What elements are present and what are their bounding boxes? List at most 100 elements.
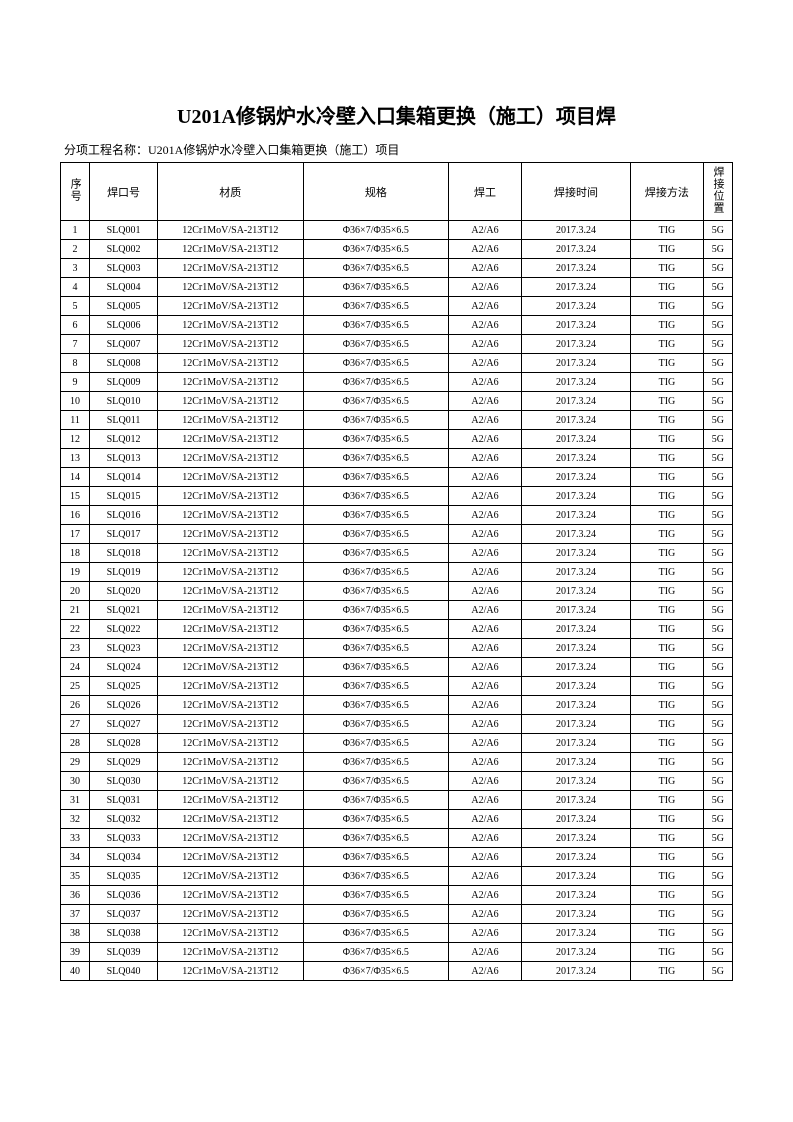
cell-time: 2017.3.24: [521, 392, 630, 411]
table-row: 9SLQ00912Cr1MoV/SA-213T12Φ36×7/Φ35×6.5A2…: [61, 373, 733, 392]
cell-time: 2017.3.24: [521, 582, 630, 601]
cell-spec: Φ36×7/Φ35×6.5: [303, 316, 449, 335]
cell-weldno: SLQ019: [90, 563, 158, 582]
cell-position: 5G: [703, 772, 732, 791]
cell-spec: Φ36×7/Φ35×6.5: [303, 848, 449, 867]
cell-seq: 37: [61, 905, 90, 924]
cell-time: 2017.3.24: [521, 943, 630, 962]
cell-time: 2017.3.24: [521, 487, 630, 506]
cell-spec: Φ36×7/Φ35×6.5: [303, 468, 449, 487]
table-row: 6SLQ00612Cr1MoV/SA-213T12Φ36×7/Φ35×6.5A2…: [61, 316, 733, 335]
cell-weldno: SLQ040: [90, 962, 158, 981]
cell-time: 2017.3.24: [521, 601, 630, 620]
cell-spec: Φ36×7/Φ35×6.5: [303, 411, 449, 430]
cell-time: 2017.3.24: [521, 259, 630, 278]
cell-time: 2017.3.24: [521, 848, 630, 867]
cell-seq: 11: [61, 411, 90, 430]
cell-spec: Φ36×7/Φ35×6.5: [303, 335, 449, 354]
cell-method: TIG: [631, 696, 704, 715]
cell-method: TIG: [631, 658, 704, 677]
cell-seq: 34: [61, 848, 90, 867]
cell-seq: 23: [61, 639, 90, 658]
cell-weldno: SLQ029: [90, 753, 158, 772]
cell-welder: A2/A6: [449, 962, 522, 981]
table-row: 37SLQ03712Cr1MoV/SA-213T12Φ36×7/Φ35×6.5A…: [61, 905, 733, 924]
cell-material: 12Cr1MoV/SA-213T12: [158, 753, 304, 772]
cell-spec: Φ36×7/Φ35×6.5: [303, 506, 449, 525]
cell-welder: A2/A6: [449, 753, 522, 772]
cell-seq: 19: [61, 563, 90, 582]
cell-welder: A2/A6: [449, 335, 522, 354]
cell-weldno: SLQ002: [90, 240, 158, 259]
cell-welder: A2/A6: [449, 848, 522, 867]
cell-position: 5G: [703, 430, 732, 449]
cell-welder: A2/A6: [449, 240, 522, 259]
table-row: 23SLQ02312Cr1MoV/SA-213T12Φ36×7/Φ35×6.5A…: [61, 639, 733, 658]
cell-time: 2017.3.24: [521, 924, 630, 943]
cell-position: 5G: [703, 525, 732, 544]
cell-time: 2017.3.24: [521, 411, 630, 430]
table-row: 16SLQ01612Cr1MoV/SA-213T12Φ36×7/Φ35×6.5A…: [61, 506, 733, 525]
cell-method: TIG: [631, 772, 704, 791]
table-row: 28SLQ02812Cr1MoV/SA-213T12Φ36×7/Φ35×6.5A…: [61, 734, 733, 753]
cell-material: 12Cr1MoV/SA-213T12: [158, 829, 304, 848]
cell-method: TIG: [631, 297, 704, 316]
cell-method: TIG: [631, 905, 704, 924]
cell-position: 5G: [703, 335, 732, 354]
cell-weldno: SLQ005: [90, 297, 158, 316]
cell-spec: Φ36×7/Φ35×6.5: [303, 430, 449, 449]
cell-seq: 27: [61, 715, 90, 734]
cell-method: TIG: [631, 430, 704, 449]
cell-position: 5G: [703, 392, 732, 411]
cell-spec: Φ36×7/Φ35×6.5: [303, 487, 449, 506]
cell-material: 12Cr1MoV/SA-213T12: [158, 639, 304, 658]
cell-method: TIG: [631, 468, 704, 487]
cell-method: TIG: [631, 639, 704, 658]
cell-material: 12Cr1MoV/SA-213T12: [158, 810, 304, 829]
cell-seq: 6: [61, 316, 90, 335]
cell-welder: A2/A6: [449, 696, 522, 715]
cell-material: 12Cr1MoV/SA-213T12: [158, 354, 304, 373]
cell-position: 5G: [703, 905, 732, 924]
cell-spec: Φ36×7/Φ35×6.5: [303, 221, 449, 240]
table-row: 36SLQ03612Cr1MoV/SA-213T12Φ36×7/Φ35×6.5A…: [61, 886, 733, 905]
cell-material: 12Cr1MoV/SA-213T12: [158, 221, 304, 240]
cell-weldno: SLQ039: [90, 943, 158, 962]
cell-welder: A2/A6: [449, 639, 522, 658]
cell-seq: 38: [61, 924, 90, 943]
cell-seq: 39: [61, 943, 90, 962]
cell-weldno: SLQ004: [90, 278, 158, 297]
cell-position: 5G: [703, 734, 732, 753]
cell-weldno: SLQ030: [90, 772, 158, 791]
cell-method: TIG: [631, 848, 704, 867]
cell-weldno: SLQ036: [90, 886, 158, 905]
cell-method: TIG: [631, 259, 704, 278]
cell-welder: A2/A6: [449, 886, 522, 905]
cell-material: 12Cr1MoV/SA-213T12: [158, 525, 304, 544]
cell-material: 12Cr1MoV/SA-213T12: [158, 791, 304, 810]
cell-seq: 22: [61, 620, 90, 639]
header-spec: 规格: [303, 163, 449, 221]
cell-time: 2017.3.24: [521, 867, 630, 886]
table-row: 40SLQ04012Cr1MoV/SA-213T12Φ36×7/Φ35×6.5A…: [61, 962, 733, 981]
weld-table: 序号 焊口号 材质 规格 焊工 焊接时间 焊接方法 焊接位置 1SLQ00112…: [60, 162, 733, 981]
header-weldno: 焊口号: [90, 163, 158, 221]
cell-weldno: SLQ010: [90, 392, 158, 411]
cell-time: 2017.3.24: [521, 753, 630, 772]
table-row: 29SLQ02912Cr1MoV/SA-213T12Φ36×7/Φ35×6.5A…: [61, 753, 733, 772]
cell-spec: Φ36×7/Φ35×6.5: [303, 544, 449, 563]
cell-seq: 4: [61, 278, 90, 297]
cell-material: 12Cr1MoV/SA-213T12: [158, 620, 304, 639]
table-row: 30SLQ03012Cr1MoV/SA-213T12Φ36×7/Φ35×6.5A…: [61, 772, 733, 791]
cell-welder: A2/A6: [449, 924, 522, 943]
cell-spec: Φ36×7/Φ35×6.5: [303, 734, 449, 753]
table-row: 13SLQ01312Cr1MoV/SA-213T12Φ36×7/Φ35×6.5A…: [61, 449, 733, 468]
cell-position: 5G: [703, 259, 732, 278]
cell-welder: A2/A6: [449, 582, 522, 601]
cell-material: 12Cr1MoV/SA-213T12: [158, 449, 304, 468]
cell-material: 12Cr1MoV/SA-213T12: [158, 582, 304, 601]
table-row: 10SLQ01012Cr1MoV/SA-213T12Φ36×7/Φ35×6.5A…: [61, 392, 733, 411]
cell-welder: A2/A6: [449, 810, 522, 829]
cell-spec: Φ36×7/Φ35×6.5: [303, 392, 449, 411]
cell-spec: Φ36×7/Φ35×6.5: [303, 810, 449, 829]
